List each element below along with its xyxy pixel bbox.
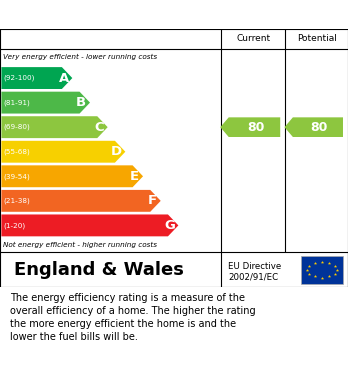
Text: EU Directive: EU Directive xyxy=(228,262,281,271)
Text: B: B xyxy=(76,96,86,109)
Text: The energy efficiency rating is a measure of the
overall efficiency of a home. T: The energy efficiency rating is a measur… xyxy=(10,292,256,342)
Text: (69-80): (69-80) xyxy=(3,124,30,131)
Polygon shape xyxy=(220,117,280,137)
Text: Energy Efficiency Rating: Energy Efficiency Rating xyxy=(10,7,213,22)
Polygon shape xyxy=(1,91,90,113)
Text: A: A xyxy=(58,72,69,84)
Polygon shape xyxy=(1,67,72,89)
Text: (1-20): (1-20) xyxy=(3,222,26,229)
Text: Potential: Potential xyxy=(297,34,337,43)
Text: 80: 80 xyxy=(247,121,264,134)
Text: C: C xyxy=(94,121,104,134)
Text: E: E xyxy=(130,170,139,183)
Text: 80: 80 xyxy=(310,121,328,134)
Text: (21-38): (21-38) xyxy=(3,197,30,204)
Text: F: F xyxy=(148,194,157,207)
Polygon shape xyxy=(284,117,343,137)
Text: 2002/91/EC: 2002/91/EC xyxy=(228,272,278,282)
Text: G: G xyxy=(164,219,175,232)
Polygon shape xyxy=(1,116,108,138)
Text: (92-100): (92-100) xyxy=(3,75,35,81)
Text: (55-68): (55-68) xyxy=(3,149,30,155)
Polygon shape xyxy=(1,141,125,163)
Text: D: D xyxy=(111,145,122,158)
Bar xyxy=(301,256,343,283)
Text: England & Wales: England & Wales xyxy=(14,261,184,279)
Polygon shape xyxy=(1,190,161,212)
Polygon shape xyxy=(1,165,143,187)
Text: (81-91): (81-91) xyxy=(3,99,30,106)
Text: Not energy efficient - higher running costs: Not energy efficient - higher running co… xyxy=(3,242,158,248)
Text: (39-54): (39-54) xyxy=(3,173,30,179)
Text: Current: Current xyxy=(236,34,270,43)
Polygon shape xyxy=(1,215,179,236)
Text: Very energy efficient - lower running costs: Very energy efficient - lower running co… xyxy=(3,54,158,61)
